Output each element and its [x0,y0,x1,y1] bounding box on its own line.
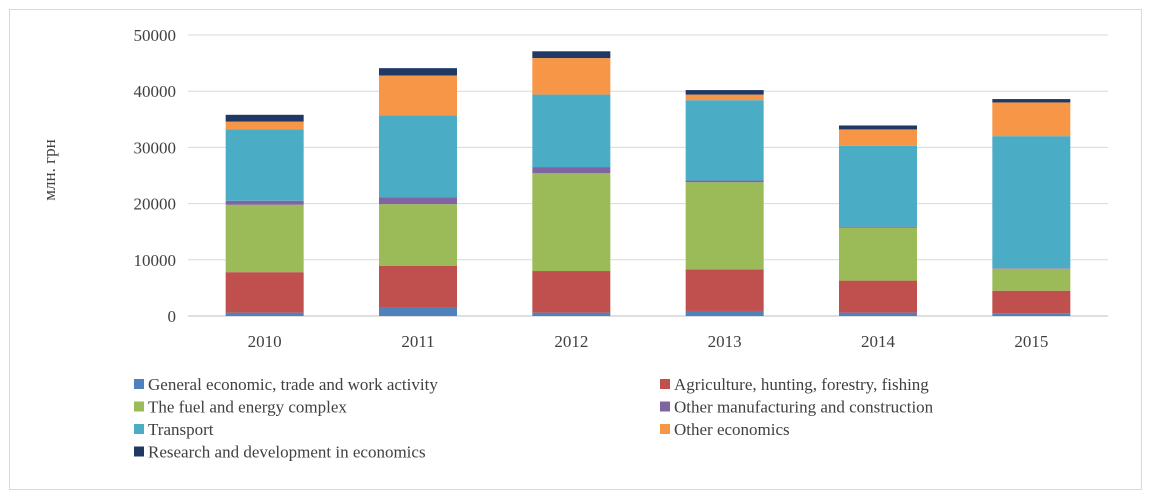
x-axis: 2010 2011 2012 2013 2014 2015 [248,332,1049,351]
legend-label: Research and development in economics [148,443,426,462]
bars [225,51,1071,316]
y-axis-label: млн. грн [40,139,59,200]
bar-segment [532,94,611,168]
bar-segment [225,312,304,316]
legend-label: Transport [148,420,214,439]
legend-swatch [660,401,670,412]
bar-segment [379,115,457,198]
legend-label: Agriculture, hunting, forestry, fishing [674,375,929,394]
y-tick-label: 30000 [134,138,177,157]
bar-segment [532,173,611,272]
bar-segment [685,94,764,101]
legend-swatch [134,446,144,457]
bar-segment [992,102,1071,137]
bar-segment [379,265,457,308]
bar-segment [225,200,304,205]
bar-segment [685,182,764,270]
bar-segment [839,226,917,228]
y-tick-label: 0 [168,307,177,326]
bar-segment [839,312,917,316]
x-tick-label: 2012 [554,332,588,351]
bar-segment [992,136,1071,269]
bar-segment [379,204,457,266]
y-tick-label: 20000 [134,195,177,214]
bar-segment [992,268,1071,269]
y-tick-label: 10000 [134,251,177,270]
bar-segment [685,310,764,316]
bar-segment [225,121,304,130]
legend-label: General economic, trade and work activit… [148,375,438,394]
bar-segment [992,268,1071,291]
bar-segment [685,90,764,95]
gridlines [188,34,1108,317]
bar-segment [225,204,304,273]
bar-segment [839,145,917,227]
legend-swatch [134,401,144,412]
x-tick-label: 2011 [401,332,434,351]
legend-swatch [134,379,144,389]
legend-swatch [660,379,670,389]
bar-segment [532,312,611,316]
legend-label: Other economics [674,420,790,439]
bar-segment [839,280,917,313]
bar-segment [225,129,304,201]
bar-segment [379,68,457,76]
bar-segment [225,272,304,313]
bar-segment [532,58,611,95]
y-axis: 0 10000 20000 30000 40000 50000 [134,26,177,326]
x-tick-label: 2013 [708,332,742,351]
bar-segment [839,125,917,130]
y-tick-label: 50000 [134,26,177,45]
bar-segment [839,129,917,146]
legend-label: The fuel and energy complex [148,398,347,417]
bar-segment [379,75,457,116]
x-tick-label: 2015 [1014,332,1048,351]
bar-segment [685,180,764,183]
y-tick-label: 40000 [134,82,177,101]
bar-segment [379,307,457,316]
legend-swatch [660,424,670,434]
bar-segment [992,99,1071,103]
bar-segment [992,313,1071,316]
bar-segment [532,51,611,59]
x-tick-label: 2014 [861,332,896,351]
bar-segment [685,100,764,181]
bar-segment [379,197,457,205]
bar-segment [532,167,611,174]
legend: General economic, trade and work activit… [134,375,934,462]
bar-segment [685,269,764,311]
x-tick-label: 2010 [248,332,282,351]
bar-segment [225,114,304,122]
chart-frame: 0 10000 20000 30000 40000 50000 2010 2011 2012 2… [9,9,1142,490]
bar-segment [839,227,917,281]
legend-label: Other manufacturing and construction [674,398,934,417]
legend-swatch [134,424,144,434]
bar-segment [992,290,1071,314]
bar-segment [532,271,611,313]
